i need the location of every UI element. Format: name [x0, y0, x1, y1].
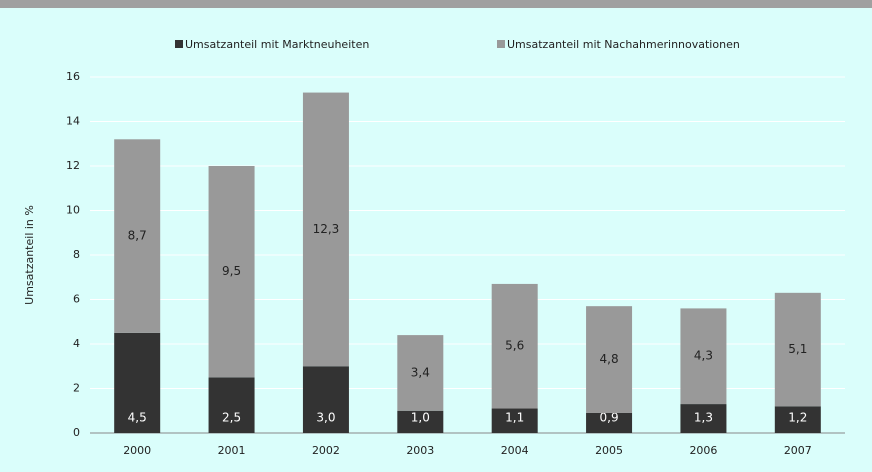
y-tick-label: 4 — [73, 337, 80, 350]
data-label: 12,3 — [313, 222, 340, 236]
bar-segment — [680, 404, 727, 433]
bar-segment — [586, 412, 633, 433]
x-tick-label: 2003 — [406, 444, 434, 457]
bar-segment — [774, 406, 821, 433]
x-tick-label: 2004 — [501, 444, 529, 457]
data-label: 3,0 — [316, 411, 335, 425]
legend-swatch — [175, 40, 183, 48]
data-label: 4,8 — [600, 352, 619, 366]
legend-swatch — [497, 40, 505, 48]
data-label: 2,5 — [222, 411, 241, 425]
y-tick-label: 2 — [73, 382, 80, 395]
y-tick-label: 0 — [73, 426, 80, 439]
x-tick-label: 2006 — [689, 444, 717, 457]
data-label: 9,5 — [222, 264, 241, 278]
bar-segment — [774, 292, 821, 407]
data-label: 4,3 — [694, 349, 713, 363]
x-tick-label: 2000 — [123, 444, 151, 457]
data-label: 1,0 — [411, 411, 430, 425]
x-tick-label: 2001 — [218, 444, 246, 457]
y-tick-label: 14 — [66, 115, 80, 128]
y-tick-label: 10 — [66, 204, 80, 217]
bar-segment — [208, 166, 255, 378]
bar-segment — [586, 306, 633, 413]
legend-label: Umsatzanteil mit Marktneuheiten — [185, 38, 369, 51]
legend-label: Umsatzanteil mit Nachahmerinnovationen — [507, 38, 740, 51]
y-tick-label: 8 — [73, 248, 80, 261]
x-tick-label: 2007 — [784, 444, 812, 457]
bar-segment — [208, 377, 255, 433]
data-label: 4,5 — [128, 411, 147, 425]
data-label: 5,1 — [788, 342, 807, 356]
bar-segment — [491, 408, 538, 433]
y-tick-label: 16 — [66, 70, 80, 83]
top-band — [0, 0, 872, 8]
data-label: 8,7 — [128, 229, 147, 243]
data-label: 1,1 — [505, 411, 524, 425]
y-tick-label: 12 — [66, 159, 80, 172]
x-tick-label: 2005 — [595, 444, 623, 457]
bar-segment — [114, 139, 161, 333]
bar-segment — [114, 332, 161, 433]
data-label: 5,6 — [505, 339, 524, 353]
bar-segment — [397, 410, 444, 433]
bar-segment — [491, 283, 538, 409]
x-tick-label: 2002 — [312, 444, 340, 457]
bar-segment — [397, 335, 444, 411]
bar-segment — [302, 92, 349, 367]
y-axis-label: Umsatzanteil in % — [23, 205, 36, 305]
data-label: 0,9 — [600, 411, 619, 425]
bar-segment — [302, 366, 349, 433]
bar-segment — [680, 308, 727, 405]
data-label: 1,2 — [788, 411, 807, 425]
y-tick-label: 6 — [73, 293, 80, 306]
data-label: 1,3 — [694, 411, 713, 425]
data-label: 3,4 — [411, 365, 430, 379]
